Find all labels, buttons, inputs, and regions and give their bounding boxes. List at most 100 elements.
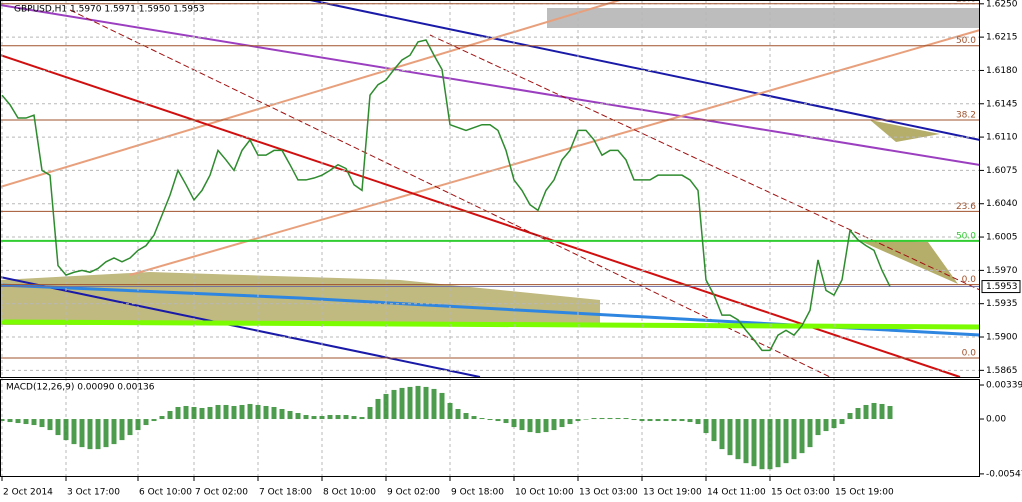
moving-average — [0, 319, 981, 330]
fib-label: 0.0 — [962, 275, 977, 285]
macd-bar — [415, 385, 421, 420]
trendline — [429, 34, 981, 291]
macd-bar — [559, 419, 565, 428]
macd-bar — [687, 419, 693, 423]
x-tick-label: 6 Oct 10:00 — [139, 488, 192, 498]
fib-label: 23.6 — [956, 0, 976, 4]
macd-bar — [855, 407, 861, 420]
macd-bar — [423, 386, 429, 420]
macd-bar — [287, 410, 293, 420]
macd-bar — [735, 419, 741, 460]
macd-bar — [623, 418, 629, 420]
macd-bar — [87, 419, 93, 450]
y-tick-label: 1.6040 — [986, 199, 1018, 209]
y-tick-label: 1.5865 — [986, 366, 1018, 376]
macd-bar — [479, 418, 485, 420]
macd-bar — [615, 418, 621, 420]
y-tick-label: 0.00 — [986, 415, 1006, 425]
trendline — [309, 0, 981, 141]
macd-panel-border — [0, 379, 980, 477]
x-tick-label: 13 Oct 19:00 — [643, 488, 702, 498]
macd-bar — [319, 416, 325, 420]
macd-bar — [71, 419, 77, 445]
macd-bar — [407, 386, 413, 420]
x-tick-label: 14 Oct 11:00 — [707, 488, 766, 498]
macd-bar — [31, 419, 37, 426]
macd-bar — [295, 413, 301, 420]
macd-bar — [175, 406, 181, 420]
macd-bar — [239, 404, 245, 420]
macd-bar — [551, 419, 557, 431]
price-line — [1, 39, 891, 352]
macd-bar — [807, 419, 813, 448]
chart-title: GBPUSD,H1 1.5970 1.5971 1.5950 1.5953 — [14, 5, 205, 15]
fib-label: 50.0 — [956, 231, 976, 241]
macd-bar — [7, 419, 13, 423]
macd-bar — [119, 419, 125, 441]
y-tick-label: -0.00547 — [986, 469, 1022, 479]
macd-bar — [135, 419, 141, 431]
macd-bar — [111, 419, 117, 445]
y-tick-label: 1.5900 — [986, 333, 1018, 343]
macd-bar — [159, 416, 165, 420]
macd-bar — [463, 413, 469, 420]
macd-bar — [719, 419, 725, 450]
macd-bar — [215, 404, 221, 420]
macd-bar — [231, 405, 237, 420]
macd-bar — [695, 419, 701, 425]
macd-bar — [383, 393, 389, 420]
macd-bar — [847, 413, 853, 420]
macd-bar — [751, 419, 757, 467]
x-tick-label: 8 Oct 10:00 — [323, 488, 376, 498]
macd-bar — [591, 418, 597, 420]
macd-bar — [815, 419, 821, 436]
y-tick-label: 1.5935 — [986, 299, 1018, 309]
macd-bar — [631, 419, 637, 421]
fib-label: 23.6 — [956, 202, 976, 212]
macd-bar — [151, 419, 157, 422]
x-tick-label: 7 Oct 02:00 — [195, 488, 248, 498]
macd-bar — [23, 419, 29, 425]
macd-bar — [663, 419, 669, 422]
macd-bar — [743, 419, 749, 464]
trendline — [0, 4, 981, 166]
macd-bar — [599, 418, 605, 420]
macd-bar — [655, 419, 661, 422]
macd-bar — [47, 419, 53, 431]
macd-bar — [223, 404, 229, 420]
macd-bar — [783, 419, 789, 464]
macd-bar — [367, 406, 373, 420]
macd-bar — [447, 402, 453, 420]
macd-bar — [535, 419, 541, 434]
macd-bar — [335, 415, 341, 420]
macd-bar — [711, 419, 717, 442]
macd-bar — [391, 389, 397, 420]
trendline — [0, 276, 481, 378]
y-tick-label: 1.6250 — [986, 0, 1018, 9]
macd-bar — [327, 415, 333, 420]
macd-bar — [167, 410, 173, 420]
trendline — [0, 0, 621, 188]
current-price-label: 1.5953 — [986, 282, 1018, 292]
macd-bar — [271, 406, 277, 420]
macd-bar — [95, 419, 101, 450]
macd-bar — [183, 405, 189, 420]
macd-bar — [55, 419, 61, 436]
macd-bar — [759, 419, 765, 470]
macd-bar — [679, 419, 685, 422]
macd-bar — [0, 419, 5, 422]
x-tick-label: 15 Oct 19:00 — [835, 488, 894, 498]
fib-label: 38.2 — [956, 110, 976, 120]
y-tick-label: 1.6075 — [986, 166, 1018, 176]
macd-bar — [471, 416, 477, 420]
x-tick-label: 2 Oct 2014 — [3, 488, 53, 498]
x-tick-label: 9 Oct 02:00 — [387, 488, 440, 498]
macd-bar — [359, 417, 365, 420]
macd-bar — [823, 419, 829, 432]
x-tick-label: 10 Oct 10:00 — [515, 488, 574, 498]
macd-bar — [543, 419, 549, 433]
macd-bar — [503, 419, 509, 424]
x-tick-label: 9 Oct 18:00 — [451, 488, 504, 498]
macd-bar — [39, 419, 45, 428]
